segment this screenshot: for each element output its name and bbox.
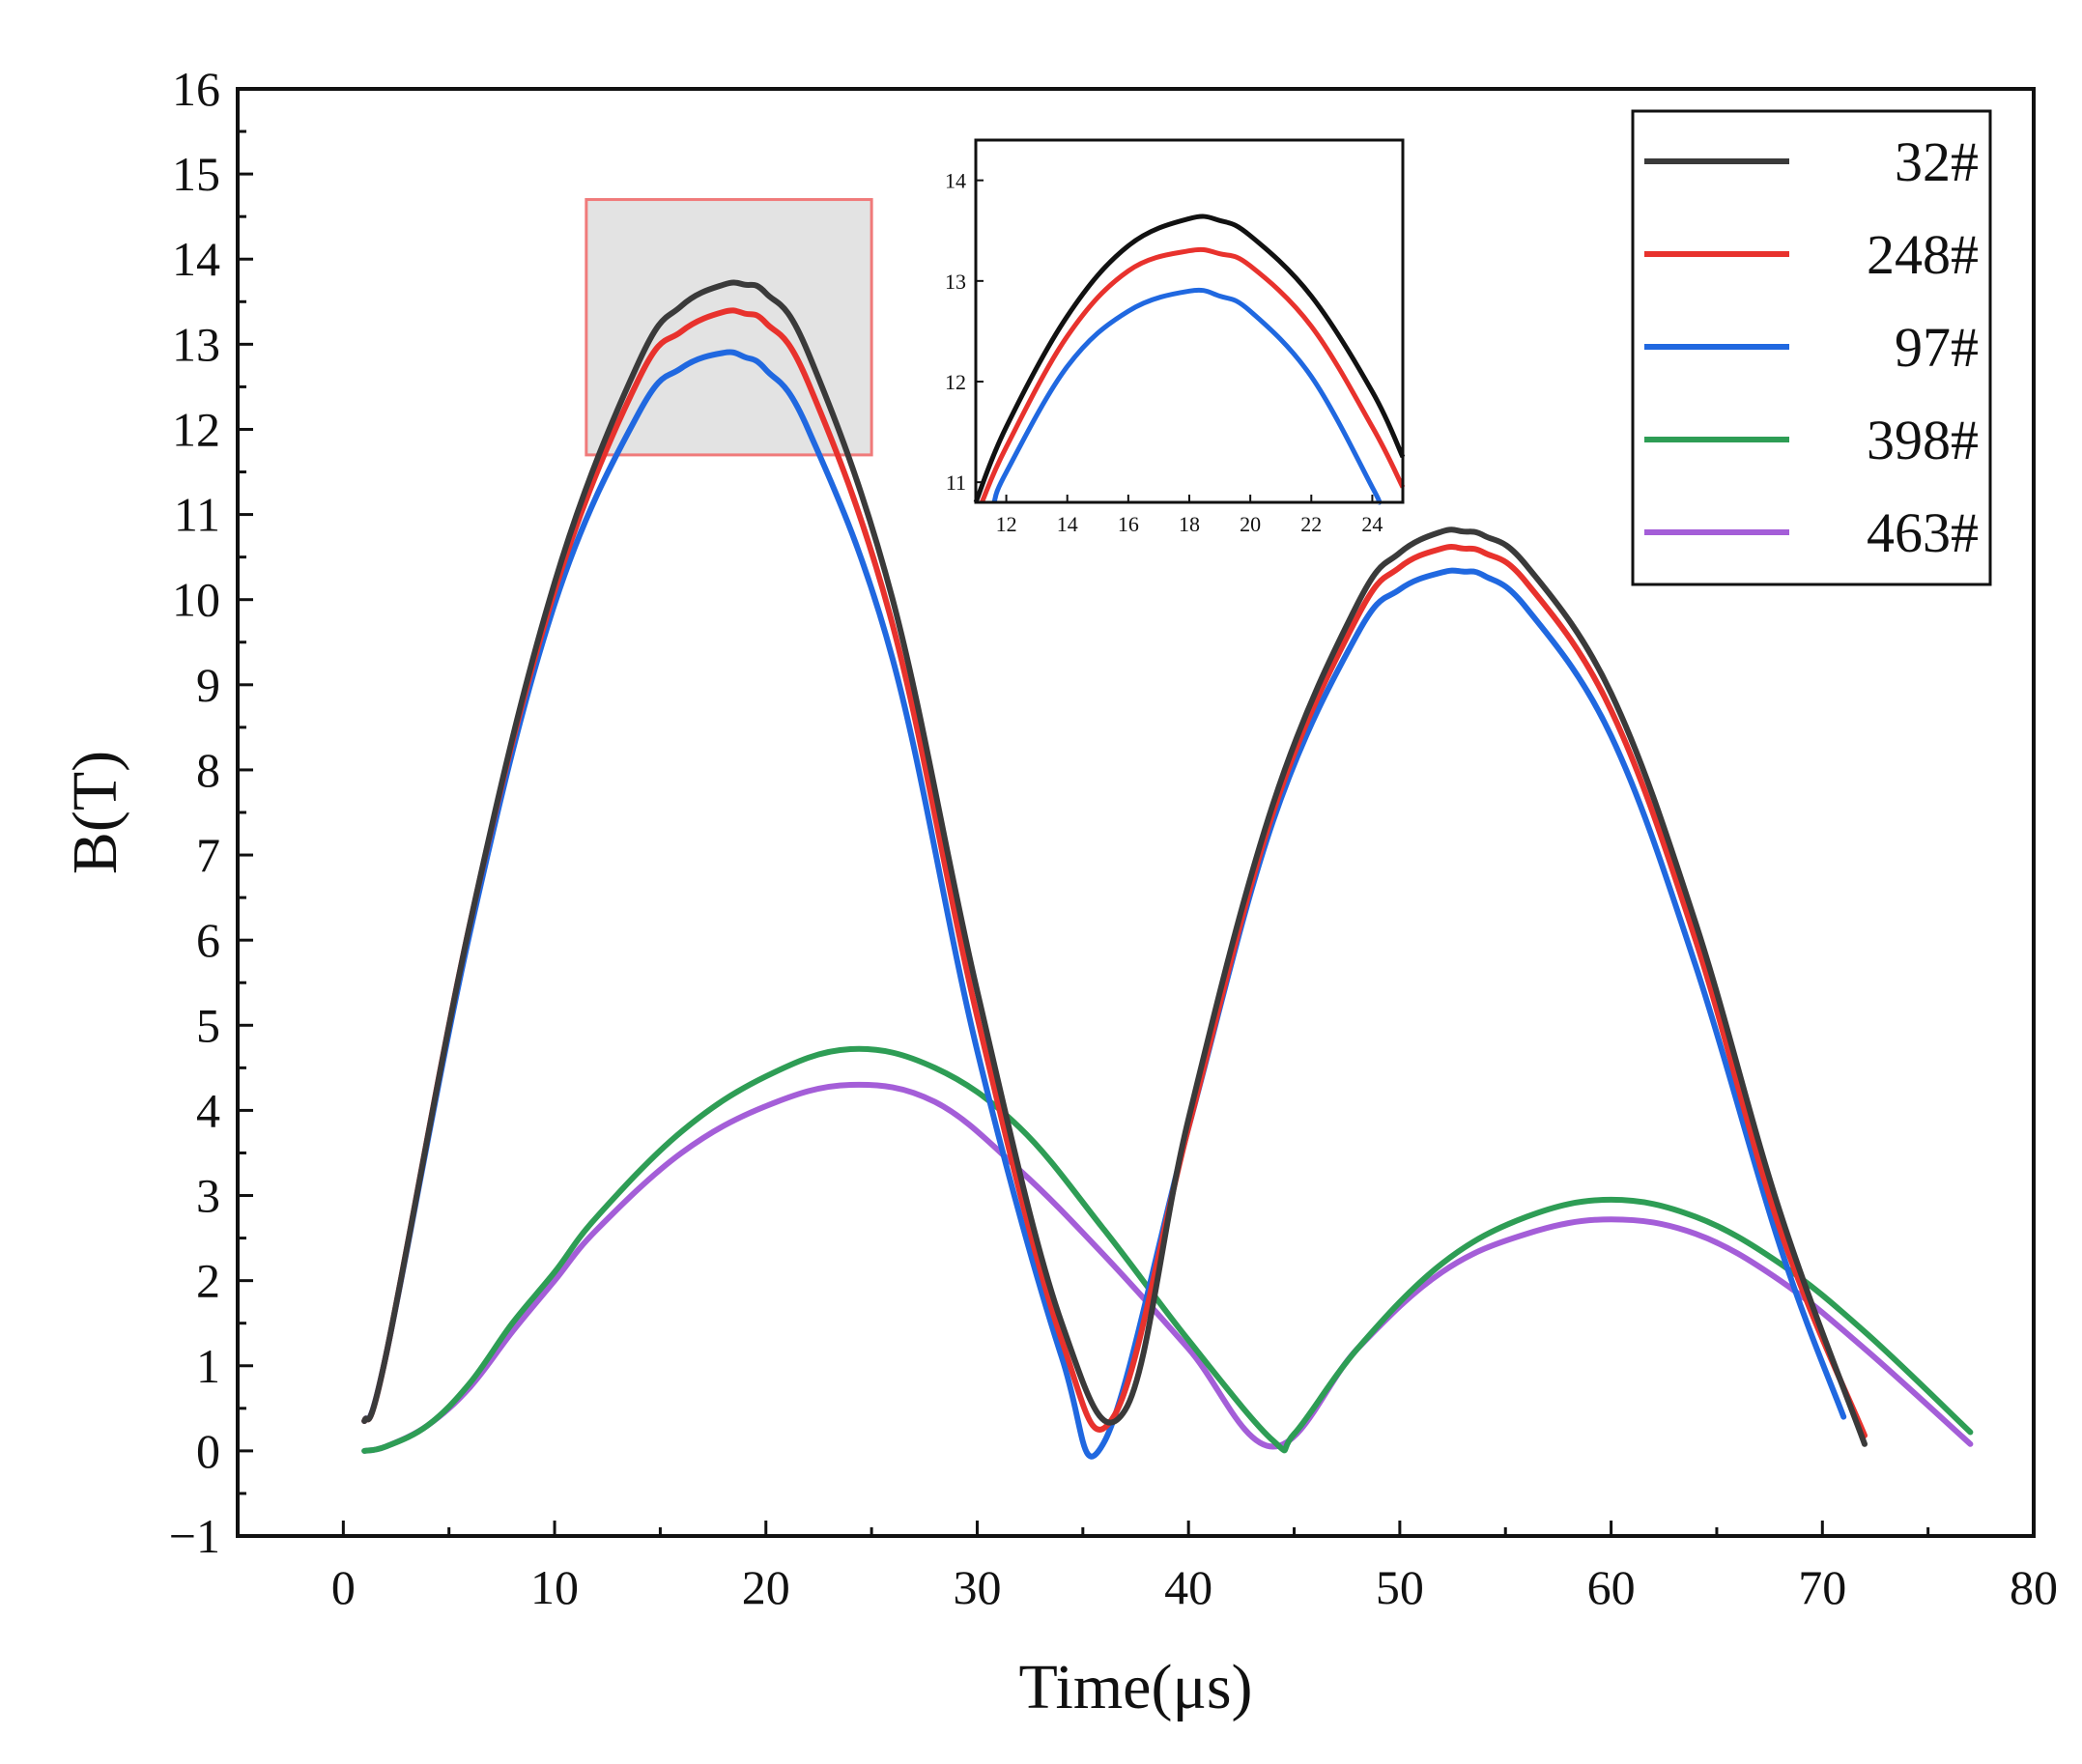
inset-x-tick-label: 12: [996, 512, 1017, 536]
x-tick-label: 50: [1376, 1560, 1424, 1614]
y-tick-label: 4: [196, 1083, 220, 1137]
y-tick-label: 14: [172, 232, 220, 286]
inset-series-group: [973, 213, 1406, 505]
inset-series-line-248: [980, 246, 1406, 504]
series-line-248: [361, 307, 1868, 1438]
inset-y-tick-label: 12: [945, 370, 966, 394]
series-line-32: [361, 279, 1868, 1447]
y-tick-label: 5: [196, 998, 220, 1052]
inset-x-tick-label: 20: [1240, 512, 1261, 536]
y-axis-title: B(T): [60, 751, 130, 874]
y-tick-label: 11: [174, 488, 220, 542]
inset-y-tick-label: 11: [946, 470, 966, 495]
y-tick-label: 7: [196, 828, 220, 882]
x-tick-label: 80: [2010, 1560, 2058, 1614]
inset-series-line-97: [991, 287, 1383, 505]
y-tick-label: 0: [196, 1424, 220, 1478]
main-series-group: [361, 279, 1974, 1460]
y-tick-label: 1: [196, 1339, 220, 1393]
y-tick-label: 10: [172, 573, 220, 627]
x-tick-label: 10: [530, 1560, 579, 1614]
series-line-97: [361, 349, 1847, 1460]
x-tick-label: 70: [1798, 1560, 1846, 1614]
inset-x-axis-ticks: 12 14 16 18 20 22 24: [996, 495, 1383, 536]
legend-label-398: 398#: [1867, 409, 1979, 471]
x-tick-label: 20: [742, 1560, 790, 1614]
y-tick-label: 9: [196, 658, 220, 712]
y-tick-label: 3: [196, 1169, 220, 1223]
inset-x-tick-label: 22: [1300, 512, 1322, 536]
legend-label-248: 248#: [1867, 223, 1979, 286]
x-axis-ticks: 0 10 20 30 40 50 60 70 80: [331, 1521, 2058, 1614]
legend-label-463: 463#: [1867, 501, 1979, 564]
x-tick-label: 30: [953, 1560, 1001, 1614]
inset-zoom-chart: 12 14 16 18 20 22 24 11 12 13 14: [945, 138, 1406, 536]
x-tick-label: 60: [1587, 1560, 1636, 1614]
y-tick-label: 12: [172, 402, 220, 456]
inset-y-axis-ticks: 11 12 13 14: [945, 169, 984, 495]
x-tick-label: 0: [331, 1560, 356, 1614]
y-tick-label: 13: [172, 317, 220, 371]
inset-y-tick-label: 14: [945, 169, 966, 193]
y-tick-label: −1: [169, 1509, 220, 1563]
inset-y-tick-label: 13: [945, 270, 966, 294]
x-tick-label: 40: [1164, 1560, 1212, 1614]
y-tick-label: 2: [196, 1254, 220, 1308]
legend: 32# 248# 97# 398# 463#: [1631, 109, 1992, 586]
legend-label-97: 97#: [1895, 316, 1979, 379]
series-line-463: [361, 1081, 1974, 1454]
y-tick-label: 16: [172, 62, 220, 116]
y-tick-label: 15: [172, 147, 220, 201]
inset-x-tick-label: 18: [1179, 512, 1200, 536]
inset-x-tick-label: 16: [1118, 512, 1139, 536]
inset-x-tick-label: 14: [1057, 512, 1078, 536]
inset-x-tick-label: 24: [1361, 512, 1383, 536]
y-tick-label: 8: [196, 743, 220, 797]
zoom-highlight-box: [585, 198, 873, 457]
legend-items: 32# 248# 97# 398# 463#: [1644, 130, 1979, 564]
x-axis-title: Time(μs): [1019, 1652, 1253, 1722]
legend-label-32: 32#: [1895, 130, 1979, 193]
series-line-398: [361, 1045, 1974, 1454]
inset-background: [976, 140, 1403, 502]
y-tick-label: 6: [196, 913, 220, 967]
inset-series-line-32: [973, 213, 1406, 503]
